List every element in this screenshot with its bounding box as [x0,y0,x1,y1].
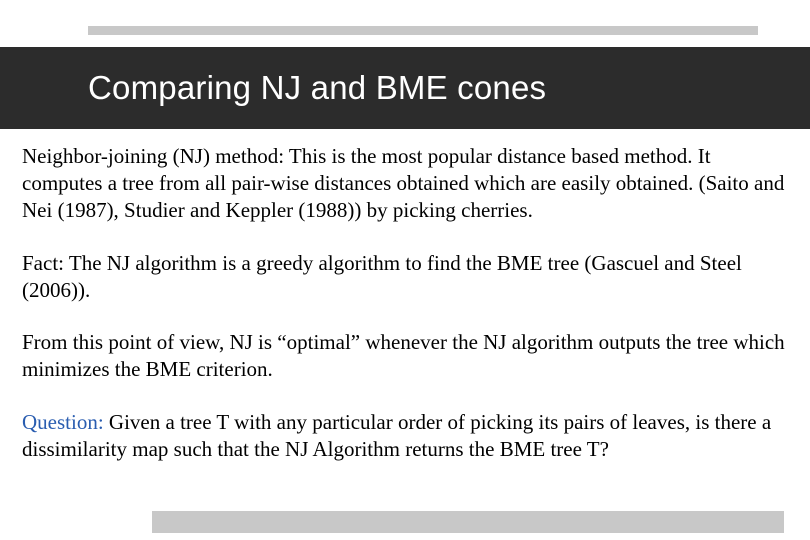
bottom-decorative-bar [152,511,784,533]
paragraph-3: From this point of view, NJ is “optimal”… [22,329,796,383]
title-bar: Comparing NJ and BME cones [0,47,810,129]
paragraph-1: Neighbor-joining (NJ) method: This is th… [22,143,796,224]
slide-title: Comparing NJ and BME cones [0,69,546,107]
top-decorative-bar [88,26,758,35]
slide-body: Neighbor-joining (NJ) method: This is th… [22,143,796,489]
paragraph-4: Question: Given a tree T with any partic… [22,409,796,463]
question-label: Question: [22,410,104,434]
paragraph-2: Fact: The NJ algorithm is a greedy algor… [22,250,796,304]
question-text: Given a tree T with any particular order… [22,410,771,461]
